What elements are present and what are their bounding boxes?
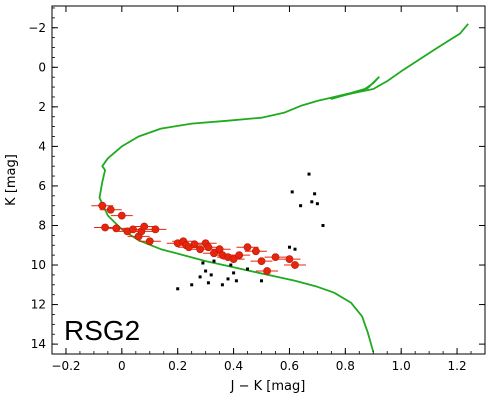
field-star-point	[229, 263, 233, 267]
field-star-point	[201, 261, 205, 265]
field-star-point	[293, 247, 297, 251]
member-star-point	[243, 243, 252, 252]
x-tick-label: 0	[118, 359, 126, 373]
field-star-point	[226, 277, 230, 281]
member-star-point	[117, 211, 126, 220]
member-stars-layer	[91, 201, 306, 275]
field-star-point	[204, 269, 208, 273]
member-star-point	[112, 224, 121, 233]
field-star-point	[288, 245, 291, 249]
field-star-point	[232, 271, 236, 275]
isochrone-layer	[98, 23, 469, 353]
field-star-point	[198, 275, 202, 279]
member-star-point	[204, 243, 213, 252]
field-star-point	[321, 224, 325, 227]
x-tick-label: 0.2	[168, 359, 187, 373]
field-star-point	[313, 192, 317, 196]
field-star-point	[190, 283, 194, 287]
field-star-point	[315, 202, 319, 206]
member-star-point	[257, 257, 266, 265]
cluster-annotation: RSG2	[64, 315, 140, 346]
member-star-point	[291, 261, 299, 269]
y-tick-label: 6	[38, 179, 46, 193]
y-tick-label: 4	[38, 139, 46, 153]
field-star-point	[176, 287, 180, 291]
field-star-point	[212, 259, 216, 263]
field-star-point	[260, 279, 263, 283]
axis-ticks: −0.2 0 0.2 0.4 0.6 0.8 1.0 1.2 −2 0 2 4 6 8 10 12 14	[28, 6, 486, 373]
member-star-point	[151, 225, 160, 234]
x-tick-label: 1.0	[392, 359, 411, 373]
y-tick-label: 2	[38, 100, 46, 114]
member-star-point	[235, 251, 244, 259]
field-star-point	[290, 190, 294, 194]
field-star-point	[307, 172, 311, 176]
plot-frame	[51, 5, 486, 355]
field-star-point	[299, 204, 303, 208]
x-tick-label: 0.6	[280, 359, 299, 373]
member-star-point	[263, 267, 271, 275]
member-star-point	[98, 201, 107, 210]
member-star-point	[196, 245, 204, 254]
y-tick-label: 14	[31, 337, 46, 351]
field-star-point	[206, 281, 210, 285]
x-tick-label: 0.4	[224, 359, 243, 373]
y-tick-label: −2	[28, 21, 46, 35]
y-tick-label: 0	[38, 60, 46, 74]
field-star-point	[310, 200, 314, 204]
field-star-point	[246, 267, 249, 271]
isochrone-line	[98, 23, 469, 353]
field-stars-layer	[176, 172, 325, 291]
y-tick-label: 12	[31, 298, 46, 312]
member-star-point	[271, 253, 280, 261]
y-axis-label: K [mag]	[4, 154, 19, 206]
member-star-point	[106, 205, 115, 214]
x-tick-label: 1.2	[448, 359, 467, 373]
x-tick-label: −0.2	[51, 359, 80, 373]
y-tick-label: 8	[38, 218, 46, 232]
field-star-point	[220, 283, 224, 287]
member-star-point	[140, 222, 149, 231]
member-star-point	[285, 255, 294, 263]
member-star-point	[145, 237, 154, 246]
member-star-point	[251, 247, 260, 256]
member-star-point	[190, 240, 199, 249]
y-tick-label: 10	[31, 258, 46, 272]
field-star-point	[234, 279, 238, 283]
field-star-point	[209, 273, 213, 277]
x-axis-label: J − K [mag]	[230, 379, 306, 394]
member-star-point	[101, 223, 109, 232]
x-tick-label: 0.8	[336, 359, 355, 373]
